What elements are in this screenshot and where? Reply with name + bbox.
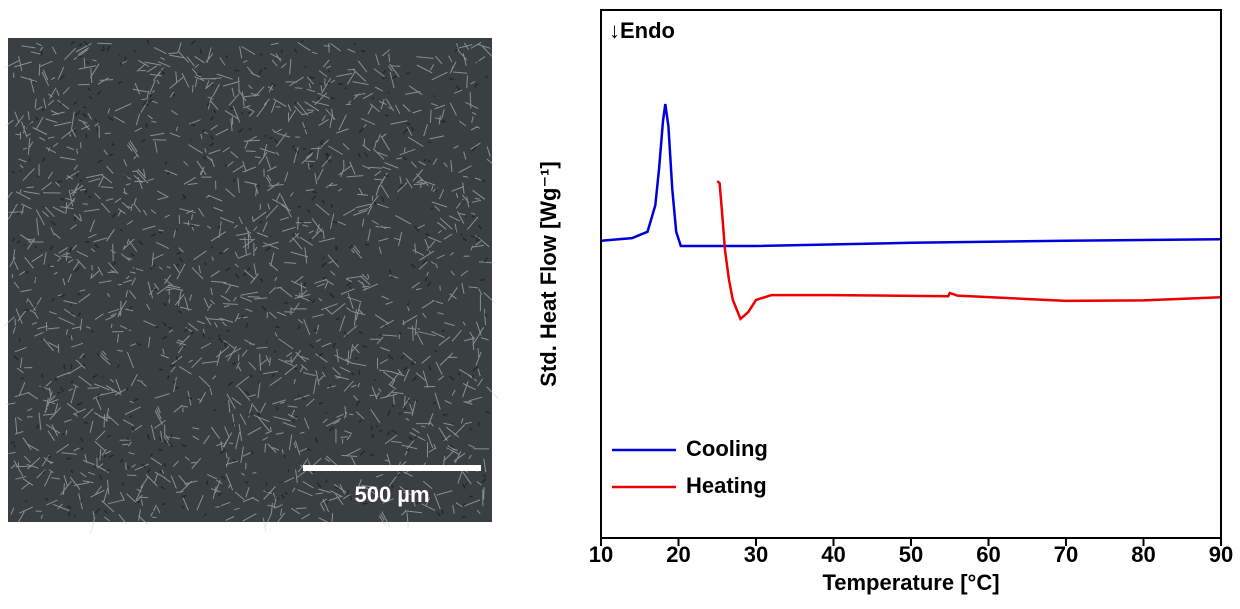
legend-label: Cooling bbox=[686, 436, 768, 461]
legend-label: Heating bbox=[686, 473, 767, 498]
annotation: ↓Endo bbox=[609, 18, 675, 43]
series-line bbox=[716, 180, 1222, 322]
micrograph-background bbox=[8, 38, 492, 522]
x-tick-label: 10 bbox=[589, 542, 613, 567]
x-tick-label: 20 bbox=[666, 542, 690, 567]
crystal-texture bbox=[4, 41, 499, 534]
plot-frame bbox=[600, 9, 1222, 539]
micrograph-texture bbox=[4, 39, 499, 534]
chart: 10 20 30 40 50 60 70 80 90 Temperature [°C] Std. H… bbox=[536, 9, 1233, 595]
x-axis-label: Temperature [°C] bbox=[822, 570, 999, 595]
crystal-texture bbox=[10, 39, 491, 519]
x-tick-label: 50 bbox=[899, 542, 923, 567]
x-tick-label: 60 bbox=[976, 542, 1000, 567]
x-tick-label: 40 bbox=[821, 542, 845, 567]
micrograph: 500 µm bbox=[4, 38, 499, 534]
x-tick-label: 90 bbox=[1209, 542, 1233, 567]
x-tick-label: 80 bbox=[1131, 542, 1155, 567]
x-tick-label: 70 bbox=[1054, 542, 1078, 567]
series-line bbox=[600, 103, 1222, 248]
y-axis-label: Std. Heat Flow [Wg⁻¹] bbox=[536, 161, 561, 386]
scale-label: 500 µm bbox=[354, 482, 429, 507]
x-tick-label: 30 bbox=[744, 542, 768, 567]
scale-bar bbox=[303, 465, 481, 471]
